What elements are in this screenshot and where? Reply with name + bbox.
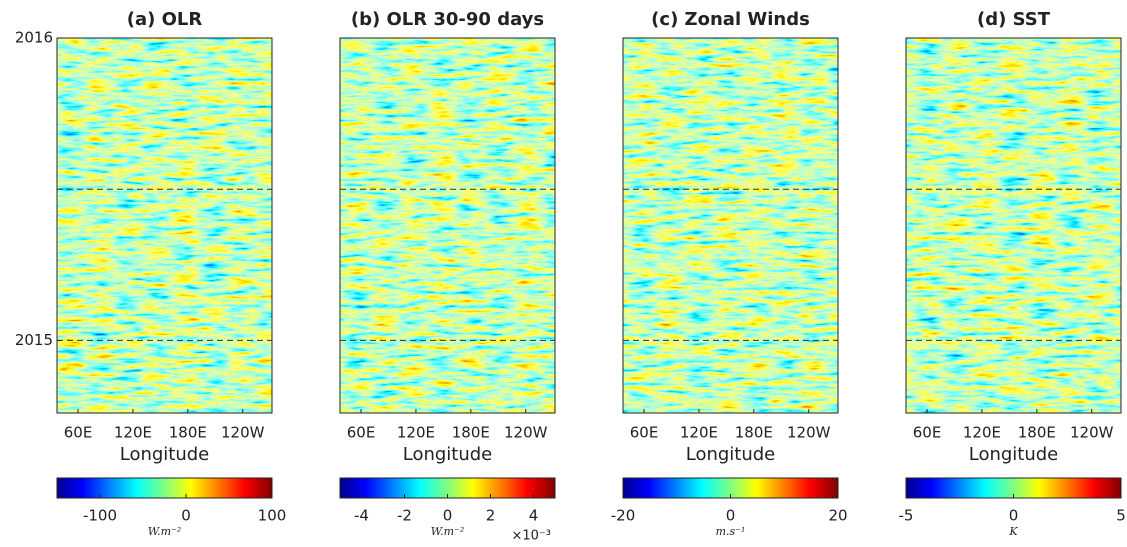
y-tick-label: 2015 [15, 331, 53, 349]
panel-title: (a) OLR [127, 9, 203, 30]
x-tick-label: 60E [347, 424, 376, 442]
colorbar-multiplier: ×10⁻³ [511, 529, 551, 544]
colorbar-tick-label: -20 [611, 507, 636, 525]
y-tick-label: 2016 [15, 29, 53, 47]
colorbar-tick-label: 0 [726, 507, 736, 525]
x-axis-label: Longitude [403, 444, 493, 465]
colorbar-unit: m.s⁻¹ [716, 525, 746, 538]
colorbar-tick-label: -2 [397, 507, 412, 525]
heatmap-field [57, 38, 272, 413]
x-tick-label: 180E [1018, 424, 1056, 442]
colorbar-unit: W.m⁻² [431, 525, 465, 538]
x-tick-label: 180E [452, 424, 490, 442]
colorbar-tick-label: 0 [1009, 507, 1019, 525]
heatmap-field [906, 38, 1121, 413]
plot-frame [905, 37, 1122, 414]
x-tick-label: 120E [397, 424, 435, 442]
colorbar-tick-label: -100 [83, 507, 117, 525]
colorbar-tick-label: 2 [486, 507, 496, 525]
x-tick-label: 120W [504, 424, 548, 442]
colorbar-unit: K [1008, 525, 1018, 538]
colorbar-tick-label: 100 [258, 507, 287, 525]
x-tick-label: 180E [169, 424, 207, 442]
x-tick-label: 180E [735, 424, 773, 442]
colorbar-tick-label: 5 [1116, 507, 1126, 525]
plot-frame [56, 37, 273, 414]
x-axis-label: Longitude [686, 444, 776, 465]
x-tick-label: 120W [787, 424, 831, 442]
plot-frame [622, 37, 839, 414]
heatmap-field [623, 38, 838, 413]
colorbar-tick-label: 0 [443, 507, 453, 525]
colorbar-tick-label: 0 [181, 507, 191, 525]
x-axis-label: Longitude [120, 444, 210, 465]
x-tick-label: 60E [64, 424, 93, 442]
colorbar [56, 477, 273, 499]
x-tick-label: 120W [221, 424, 265, 442]
panel-title: (c) Zonal Winds [651, 9, 810, 30]
colorbar-tick-label: 20 [828, 507, 847, 525]
x-tick-label: 120E [680, 424, 718, 442]
x-tick-label: 120E [114, 424, 152, 442]
panel-title: (b) OLR 30-90 days [351, 9, 544, 30]
x-axis-label: Longitude [969, 444, 1059, 465]
x-tick-label: 60E [913, 424, 942, 442]
colorbar-tick-label: 4 [529, 507, 539, 525]
heatmap-field [340, 38, 555, 413]
panel-title: (d) SST [977, 9, 1051, 30]
x-tick-label: 120W [1070, 424, 1114, 442]
colorbar-tick-label: -5 [899, 507, 914, 525]
plot-frame [339, 37, 556, 414]
colorbar-tick-label: -4 [354, 507, 369, 525]
x-tick-label: 120E [963, 424, 1001, 442]
colorbar-unit: W.m⁻² [148, 525, 182, 538]
x-tick-label: 60E [630, 424, 659, 442]
